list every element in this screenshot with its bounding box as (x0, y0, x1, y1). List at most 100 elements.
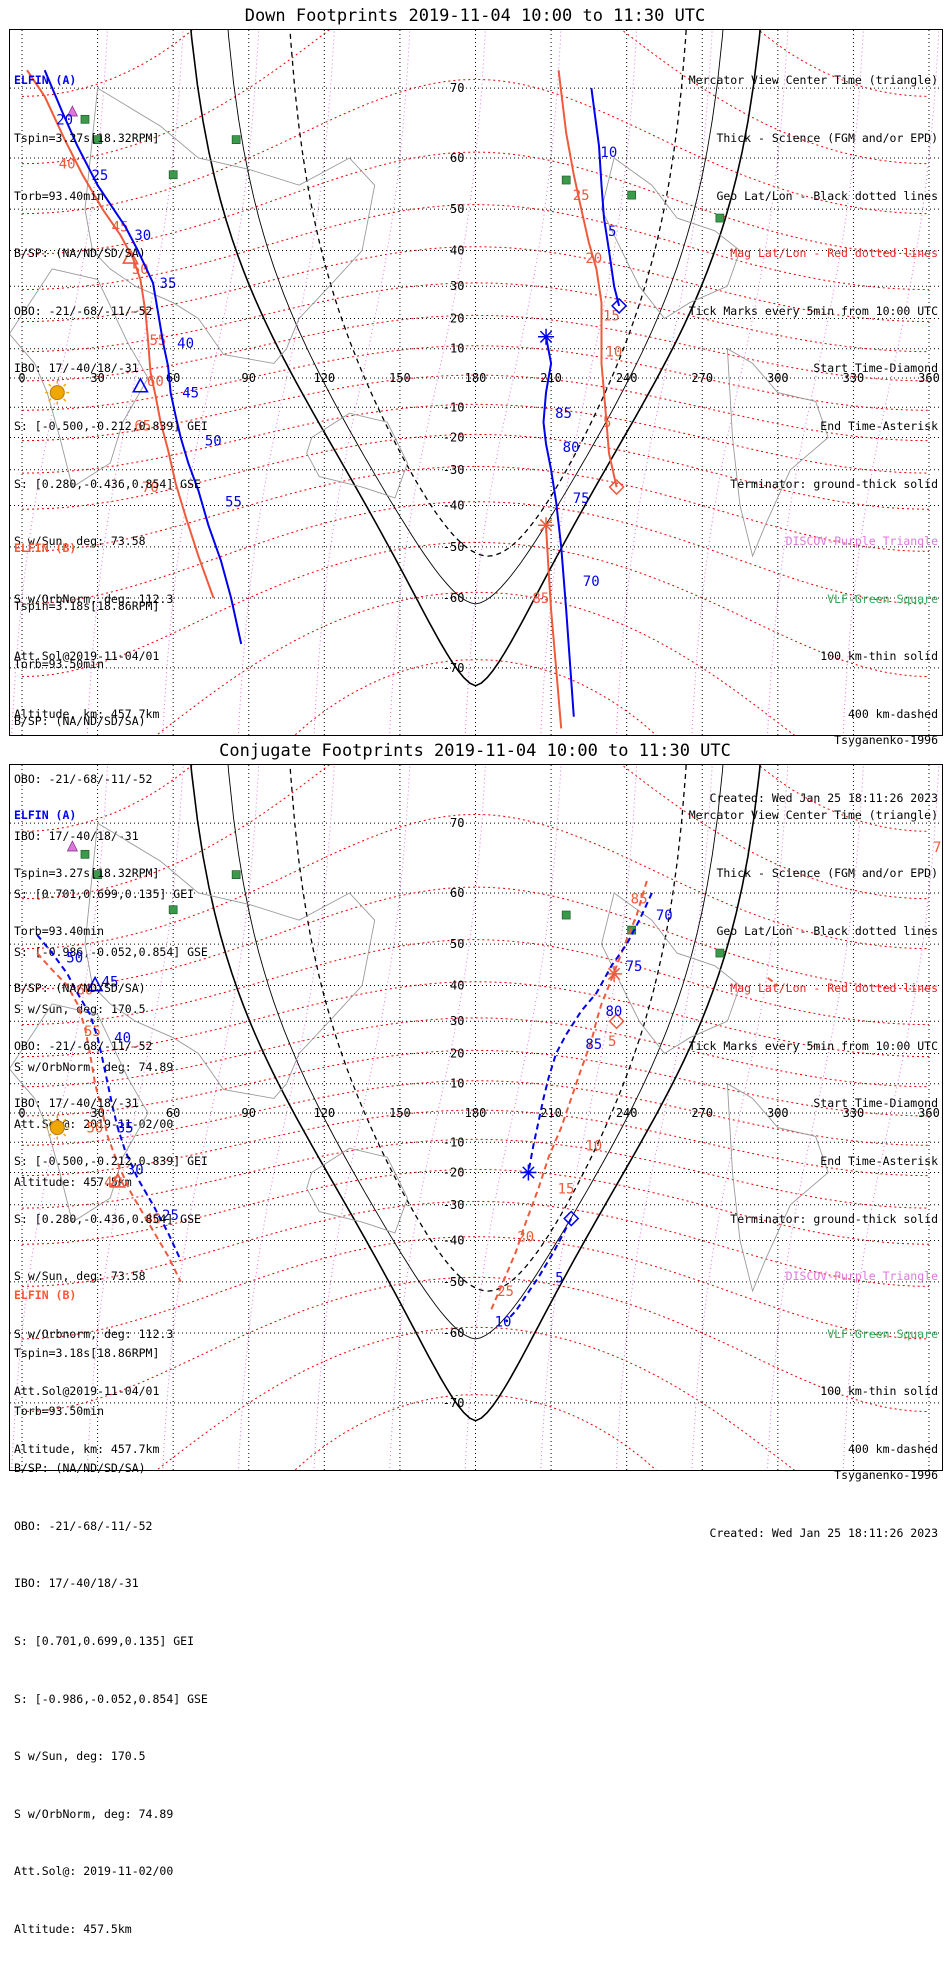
lat-tick-label: 60 (450, 886, 464, 900)
elfin-b-pass2-start-diamond (608, 1013, 625, 1030)
legend-vlf: VLF-Green Square (827, 591, 938, 606)
lat-tick-label: 40 (450, 244, 464, 258)
lon-tick-label: 180 (465, 371, 487, 385)
elfin-b-pass2-tick-label: 25 (573, 188, 590, 204)
mag-lat-line (21, 1049, 930, 1117)
elfin-b-pass3-end-asterisk (539, 519, 553, 532)
legend-geo: Geo Lat/Lon - Black dotted lines (716, 923, 938, 938)
elfin-a-tick-label: 30 (134, 228, 151, 244)
lon-tick-label: 120 (313, 371, 335, 385)
legend-down: Mercator View Center Time (triangle) Thi… (689, 33, 938, 763)
info-line: S: [0.280,-0.436,0.854] GSE (14, 476, 201, 491)
elfin-a-pass2-tick-label: 75 (626, 959, 643, 975)
elfin-b-pass2-tick-label: 10 (585, 1138, 602, 1154)
lon-tick-label: 150 (389, 371, 411, 385)
info-line: Tspin=3.27s[18.32RPM] (14, 131, 160, 145)
mag-lat-line (21, 374, 930, 442)
info-line: Torb=93.40min (14, 923, 105, 938)
info-line: Tspin=3.27s[18.32RPM] (14, 866, 160, 880)
info-line: S w/OrbNorm, deg: 112.3 (14, 591, 174, 606)
mag-lat-line (21, 30, 930, 165)
info-line: OBO: -21/-68/-11/-52 (14, 1518, 153, 1533)
coastline (306, 412, 408, 499)
info-line: OBO: -21/-68/-11/-52 (14, 771, 153, 786)
elfin-a-pass2-tick-label: 5 (608, 224, 616, 240)
info-line: S: [-0.986,-0.052,0.854] GSE (14, 1691, 208, 1706)
elfin-b-tick-label: 60 (147, 374, 164, 390)
elfin-a-heading: ELFIN (A) (14, 73, 77, 88)
mag-lat-line (21, 151, 930, 255)
footer-conjugate: Tsyganenko-1996 Created: Wed Jan 25 18:1… (710, 1428, 938, 1582)
lat-tick-label: -70 (443, 661, 465, 675)
elfin-a-tick-label: 50 (205, 434, 222, 450)
map-content: 0 30 60 90 120 150 180 210 240 270 300 330 360 70 60 50… (10, 30, 942, 735)
lat-tick-label: 30 (450, 279, 464, 293)
legend-thick: Thick - Science (FGM and/or EPD) (716, 131, 938, 145)
lat-tick-label: 20 (450, 311, 464, 325)
elfin-a-tick-label: 35 (160, 276, 177, 292)
lat-tick-label: -10 (443, 400, 465, 414)
mag-lat-line (21, 314, 930, 382)
elfin-b-pass2-tick-label: 15 (558, 1181, 575, 1197)
sun-ray (48, 383, 52, 387)
mag-lat-line (21, 886, 930, 990)
terminator-400km (289, 30, 687, 557)
elfin-b-pass2-end-asterisk (607, 967, 621, 981)
legend-100km: 100 km-thin solid (820, 649, 938, 664)
lon-tick-label: 300 (767, 371, 789, 385)
legend-center-time: Mercator View Center Time (triangle) (688, 73, 938, 88)
elfin-b-center-triangle (121, 248, 139, 264)
info-line: Altitude: 457.5km (14, 1921, 132, 1936)
lat-tick-label: -40 (443, 1233, 465, 1247)
elfin-a-tick-label: 35 (117, 1121, 134, 1137)
coastline (601, 157, 741, 320)
elfin-b-heading: ELFIN (B) (14, 1288, 77, 1303)
elfin-a-pass3-tick-label: 70 (583, 574, 600, 590)
lat-tick-label: 70 (450, 81, 464, 95)
info-line: Att.Sol@2019-11-04/01 (14, 649, 160, 664)
elfin-a-tick-label: 25 (92, 168, 109, 184)
mag-lat-line (21, 246, 930, 323)
info-line: S: [-0.500,-0.212,0.839] GEI (14, 1153, 208, 1168)
legend-discov: DISCOV-Purple Triangle (785, 1269, 938, 1284)
mag-lat-line (21, 1080, 930, 1146)
lon-tick-label: 240 (616, 371, 638, 385)
elfin-a-pass2-tick-label: 70 (656, 908, 673, 924)
sun-ray (63, 1133, 67, 1137)
vlf-square (627, 190, 637, 200)
info-line: Torb=93.50min (14, 656, 105, 671)
info-line: Torb=93.40min (14, 188, 105, 203)
elfin-a-pass2-track (590, 87, 621, 307)
lat-tick-label: 50 (450, 937, 464, 951)
elfin-a-tick-label: 45 (102, 975, 119, 991)
footer-down: Tsyganenko-1996 Created: Wed Jan 25 18:1… (710, 693, 938, 847)
vlf-square (168, 905, 178, 915)
panel-title-down: Down Footprints 2019-11-04 10:00 to 11:3… (244, 6, 706, 26)
elfin-b-pass2-tick-label: 5 (603, 415, 611, 431)
lat-tick-label: -60 (443, 591, 465, 605)
elfin-a-pass3-tick-label: 85 (555, 406, 572, 422)
elfin-a-tick-label: 40 (114, 1031, 131, 1047)
lon-tick-label: 330 (843, 371, 865, 385)
lon-tick-label: 30 (90, 371, 104, 385)
info-line: IBO: 17/-40/18/-31 (14, 829, 139, 844)
coastline (726, 347, 829, 558)
model-label: Tsyganenko-1996 (834, 733, 938, 748)
elfin-b-pass3-track (767, 977, 779, 987)
legend-end: End Time-Asterisk (820, 418, 938, 433)
lat-tick-label: -30 (443, 1198, 465, 1212)
sun-ray (63, 398, 67, 402)
lat-tick-label: 30 (450, 1014, 464, 1028)
legend-geo: Geo Lat/Lon - Black dotted lines (716, 188, 938, 203)
elfin-b-tick-label: 70 (142, 480, 159, 496)
legend-end: End Time-Asterisk (820, 1153, 938, 1168)
elfin-b-pass2-tick-label: 25 (497, 1284, 514, 1300)
info-line: B/SP: (NA/ND/SD/SA) (14, 714, 146, 729)
elfin-a-pass3-tick-label: 80 (563, 440, 580, 456)
lat-tick-label: -40 (443, 498, 465, 512)
sun-icon (49, 1120, 65, 1136)
info-line: S: [-0.500,-0.212,0.839] GEI (14, 418, 208, 433)
created-label: Created: Wed Jan 25 18:11:26 2023 (709, 1526, 938, 1540)
elfin-a-tick-label: 55 (225, 495, 242, 511)
elfin-b-tick-label: 55 (84, 1024, 101, 1040)
